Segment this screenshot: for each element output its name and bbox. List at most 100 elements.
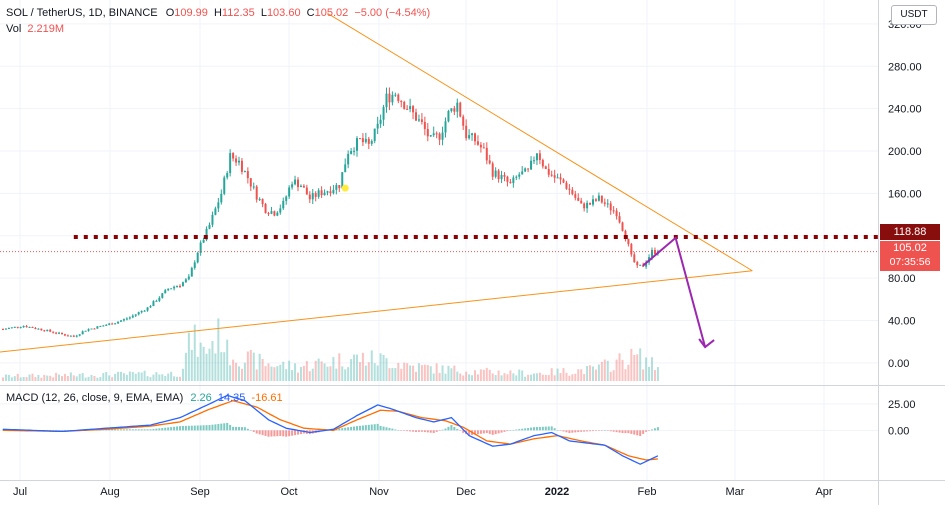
- volume-bar: [90, 374, 93, 381]
- candle-body: [400, 100, 403, 102]
- macd-histogram-bar: [173, 426, 176, 431]
- candle-body: [223, 177, 226, 194]
- candle-body: [299, 185, 302, 188]
- candle-body: [530, 160, 533, 170]
- low-label: L: [260, 7, 267, 19]
- open-label: O: [165, 7, 175, 19]
- macd-title[interactable]: MACD (12, 26, close, 9, EMA, EMA): [6, 392, 184, 404]
- macd-histogram-bar: [648, 430, 651, 431]
- macd-histogram-bar: [645, 430, 648, 432]
- volume-bar: [444, 373, 447, 381]
- price-tick-label: 280.00: [888, 61, 922, 73]
- macd-histogram-bar: [556, 430, 559, 431]
- candle-body: [137, 312, 140, 315]
- macd-histogram-bar: [238, 427, 240, 431]
- volume-bar: [40, 377, 43, 381]
- candle-body: [179, 285, 181, 287]
- candle-body: [506, 176, 509, 182]
- volume-bar: [462, 375, 465, 381]
- candle-body: [302, 185, 305, 188]
- candle-body: [252, 186, 255, 188]
- macd-histogram-bar: [350, 426, 353, 431]
- volume-bar: [521, 370, 524, 381]
- volume-bar: [202, 346, 205, 381]
- macd-histogram-bar: [338, 428, 341, 431]
- macd-histogram-bar: [577, 430, 580, 433]
- candle-body: [193, 262, 196, 268]
- candle-body: [238, 160, 240, 163]
- volume-bar: [583, 374, 586, 381]
- candle-body: [140, 311, 143, 313]
- candle-body: [279, 208, 282, 213]
- candle-body: [282, 200, 285, 209]
- candle-body: [488, 160, 491, 164]
- volume-bar: [450, 368, 453, 381]
- trendline: [0, 270, 753, 353]
- volume-bar: [556, 368, 559, 381]
- volume-bar: [630, 348, 633, 381]
- volume-bar: [420, 365, 423, 381]
- macd-histogram-bar: [553, 428, 556, 431]
- volume-bar: [302, 365, 305, 381]
- volume-bar: [361, 352, 364, 381]
- candle-body: [600, 195, 603, 203]
- volume-bar: [317, 358, 320, 381]
- candle-body: [314, 193, 317, 197]
- macd-histogram-bar: [137, 429, 140, 431]
- volume-bar: [267, 363, 270, 381]
- candle-body: [108, 323, 111, 325]
- volume-bar: [7, 374, 10, 381]
- volume-bar: [574, 373, 577, 381]
- macd-histogram-bar: [276, 430, 279, 437]
- candle-body: [264, 203, 267, 214]
- candle-body: [232, 153, 235, 159]
- macd-histogram-bar: [494, 430, 497, 435]
- macd-histogram-bar: [214, 424, 217, 431]
- volume-bar: [468, 374, 471, 381]
- volume-bar: [199, 342, 202, 381]
- candle-body: [441, 132, 444, 140]
- candle-body: [388, 93, 391, 103]
- macd-histogram-bar: [279, 430, 282, 436]
- volume-bar: [594, 369, 597, 381]
- volume-bar: [4, 374, 7, 381]
- candle-body: [479, 144, 482, 148]
- volume-bar: [16, 373, 19, 381]
- volume-bar: [43, 374, 46, 381]
- macd-histogram-bar: [491, 430, 494, 435]
- candle-body: [518, 174, 521, 177]
- candle-body: [46, 329, 49, 332]
- volume-bar: [338, 353, 341, 381]
- volume-bar: [329, 366, 332, 381]
- macd-histogram-bar: [400, 430, 403, 431]
- forecast-arrow: [642, 236, 707, 348]
- volume-bar: [476, 374, 479, 381]
- macd-histogram-bar: [61, 430, 63, 431]
- volume-bar: [297, 372, 299, 381]
- macd-histogram-bar: [615, 430, 618, 433]
- candle-body: [13, 326, 16, 328]
- volume-bar: [120, 371, 122, 381]
- macd-histogram-bar: [639, 430, 642, 436]
- volume-bar: [550, 368, 553, 381]
- volume-bar: [479, 369, 482, 381]
- volume-bar: [642, 369, 645, 381]
- currency-button[interactable]: USDT: [891, 5, 937, 25]
- volume-bar: [81, 373, 84, 381]
- price-tick-label: 240.00: [888, 104, 922, 116]
- macd-histogram-bar: [562, 430, 565, 432]
- volume-bar: [179, 376, 181, 381]
- volume-bar: [435, 363, 438, 381]
- macd-histogram-bar: [444, 428, 447, 431]
- macd-histogram-bar: [181, 426, 184, 431]
- macd-histogram-bar: [580, 430, 583, 432]
- macd-histogram-bar: [164, 427, 167, 431]
- volume-bar: [547, 375, 550, 381]
- symbol-title[interactable]: SOL / TetherUS, 1D, BINANCE: [6, 7, 158, 19]
- candle-body: [394, 94, 397, 96]
- macd-hist-value: 2.26: [190, 392, 212, 404]
- macd-histogram-bar: [125, 429, 128, 431]
- volume-bar: [391, 367, 394, 381]
- macd-histogram-bar: [149, 429, 152, 431]
